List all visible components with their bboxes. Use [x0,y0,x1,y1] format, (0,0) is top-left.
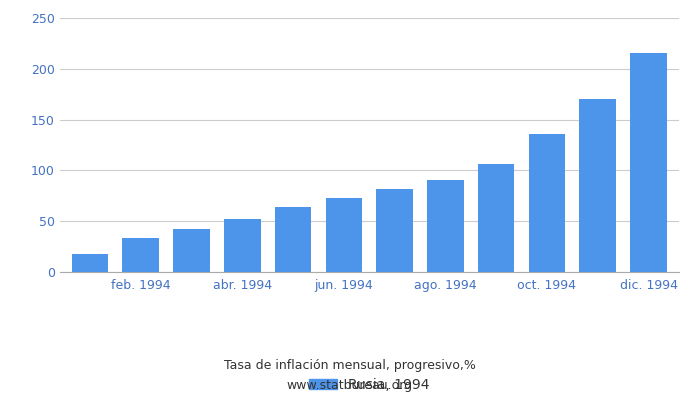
Bar [326,198,362,272]
Bar [478,164,514,272]
Bar [224,219,260,272]
Bar [71,254,108,272]
Bar [528,134,566,272]
Bar [377,189,413,272]
Bar [580,99,616,272]
Bar [275,207,312,272]
Text: www.statbureau.org: www.statbureau.org [287,380,413,392]
Bar [173,229,210,272]
Bar [427,180,463,272]
Bar [122,238,159,272]
Bar [630,52,667,272]
Text: Tasa de inflación mensual, progresivo,%: Tasa de inflación mensual, progresivo,% [224,360,476,372]
Legend: Rusia, 1994: Rusia, 1994 [304,372,435,397]
